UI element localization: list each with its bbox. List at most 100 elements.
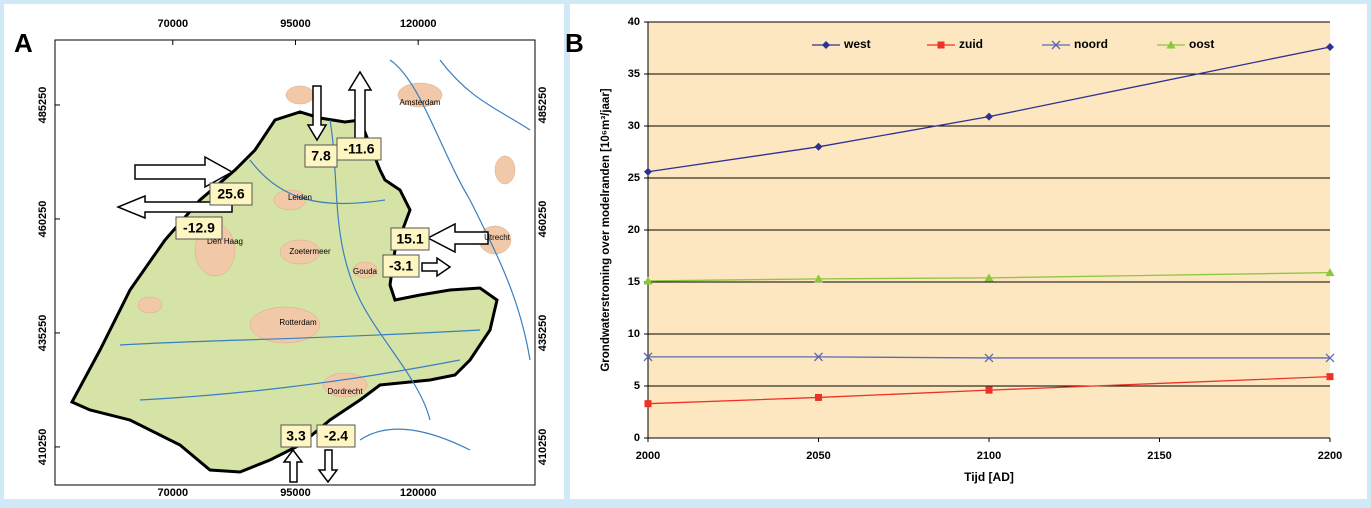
y-tick-label: 15 [628,276,640,288]
map-y-tick-label: 435250 [537,315,549,352]
series-line [647,375,1331,405]
place-name: Zoetermeer [289,247,331,256]
map-y-tick-label: 460250 [37,201,49,238]
marker [814,352,823,362]
y-tick-label: 0 [634,432,640,444]
urban [352,261,378,279]
series-line [648,356,1330,359]
y-tick-label: 20 [628,224,640,236]
arrow [134,155,234,189]
urban [279,239,321,265]
series-line [647,46,1331,173]
map-y-tick-label: 485250 [537,87,549,124]
x-tick-label: 2200 [1318,450,1342,462]
legend-label: west [843,37,871,51]
marker [815,393,822,401]
place-name: Utrecht [484,233,511,242]
map-y-tick-label: 410250 [537,429,549,466]
flux-box [316,424,356,448]
map-y-tick-label: 460250 [537,201,549,238]
x-tick-label: 2050 [806,450,830,462]
map: 70000 70000 95000 95000 120000 120000 485250 48… [37,18,549,499]
urban [322,372,368,398]
arrow [426,222,489,254]
marker [822,41,830,49]
marker [1325,268,1335,277]
place-name: Amsterdam [400,98,441,107]
urban [273,189,307,211]
river [139,359,461,401]
place-name: Leiden [288,193,312,202]
map-y-tick-label: 435250 [37,315,49,352]
marker [985,386,993,394]
river [359,428,471,451]
x-tick-label: 2000 [636,450,660,462]
flux-label: -11.6 [343,141,374,157]
x-tick-label: 2100 [977,450,1001,462]
map-x-tick-label: 95000 [280,18,311,30]
arrow [282,448,304,483]
flux-label: 7.8 [311,148,331,164]
marker [644,400,652,408]
marker [1051,40,1061,50]
urban [494,155,516,185]
marker [937,41,945,49]
urban [285,85,315,105]
panel-label: B [565,28,584,58]
river [119,329,481,346]
marker [643,276,653,285]
marker [984,273,994,282]
map-x-tick-label: 120000 [400,18,437,30]
flux-label: -12.9 [183,220,215,236]
y-tick-label: 25 [628,172,640,184]
flux-box [175,216,223,240]
flux-label: 15.1 [396,231,423,247]
legend-label: noord [1074,37,1108,51]
map-x-tick-label: 95000 [280,487,311,499]
y-tick-label: 5 [634,380,640,392]
flux-label: 3.3 [286,428,306,444]
marker [1166,40,1176,49]
urban-areas [137,82,516,398]
marker [643,352,653,362]
marker [1325,353,1335,363]
series-line [647,271,1331,282]
place-name: Den Haag [207,237,243,246]
river [329,119,431,421]
marker [814,274,823,283]
flux-arrows [116,70,489,484]
x-tick-label: 2150 [1147,450,1171,462]
place-name: Dordrecht [327,387,363,396]
marker [984,353,994,363]
y-tick-label: 30 [628,120,640,132]
map-y-tick-label: 410250 [37,429,49,466]
map-y-tick-label: 485250 [37,87,49,124]
map-x-tick-label: 70000 [157,18,188,30]
flux-label: 25.6 [217,186,244,202]
legend-label: oost [1189,37,1214,51]
rivers [119,59,531,451]
flux-box [209,182,253,206]
river [439,59,531,131]
panel-label: A [14,28,33,58]
river [249,159,386,205]
arrow [317,449,339,484]
marker [644,167,652,176]
arrow [306,85,328,142]
place-name: Gouda [353,267,378,276]
marker [1326,373,1334,381]
marker [1326,42,1334,51]
map-x-tick-label: 120000 [400,487,437,499]
y-tick-label: 10 [628,328,640,340]
flux-box [390,227,430,251]
marker [985,112,993,121]
map-x-tick-label: 70000 [157,487,188,499]
flux-box [280,424,312,448]
place-name: Rotterdam [279,318,317,327]
y-tick-label: 40 [628,16,640,28]
arrow [116,194,233,220]
flux-box [336,137,382,161]
line-chart: Tijd [AD] Grondwaterstroming over modelr… [600,16,1342,484]
